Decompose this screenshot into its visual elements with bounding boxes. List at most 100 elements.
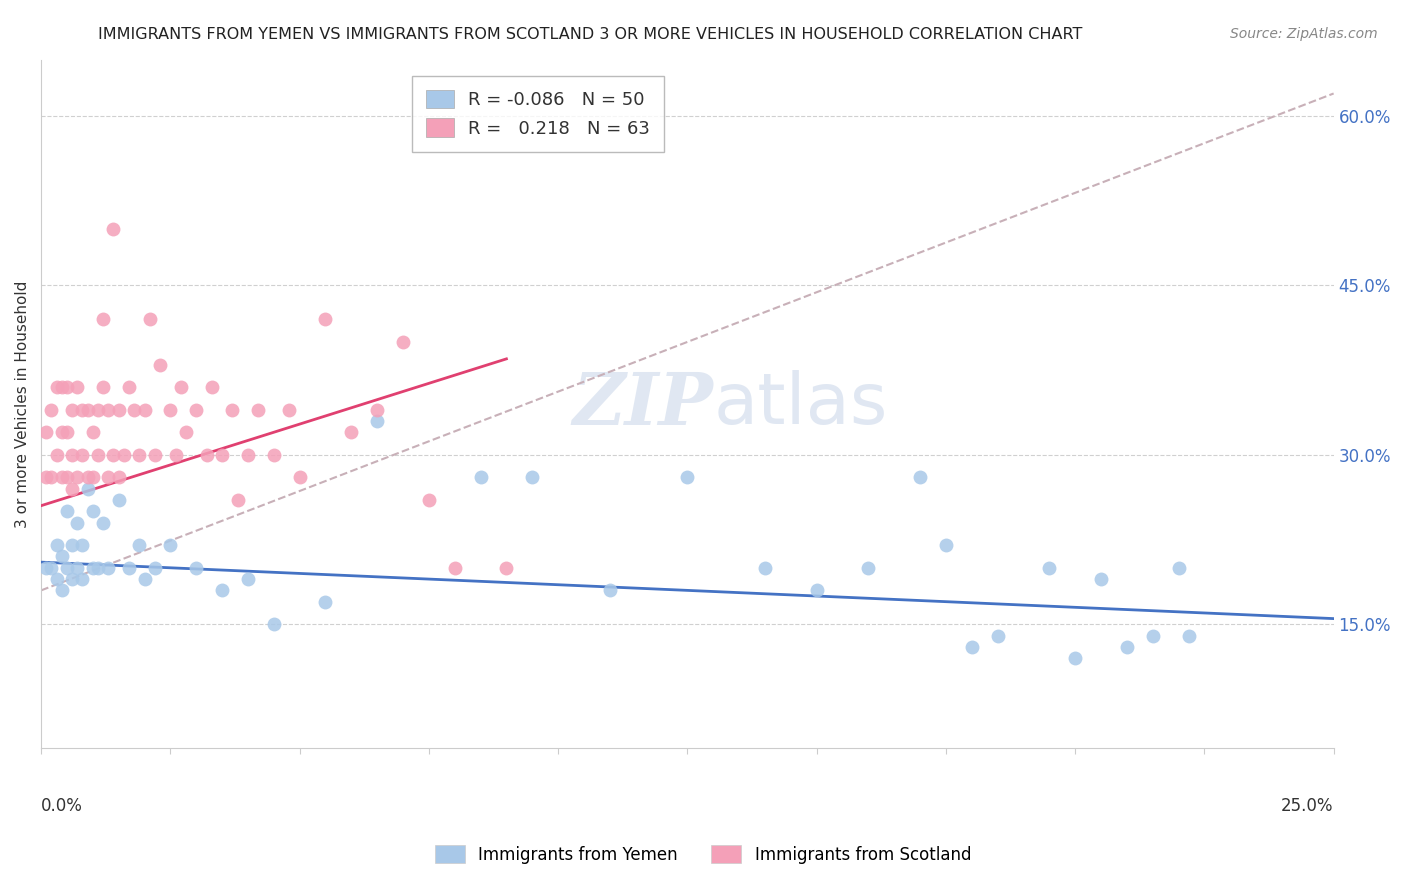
- Point: [56, 504, 79, 518]
- Text: IMMIGRANTS FROM YEMEN VS IMMIGRANTS FROM SCOTLAND 3 OR MORE VEHICLES IN HOUSEHOL: IMMIGRANTS FROM YEMEN VS IMMIGRANTS FROM…: [98, 27, 1083, 42]
- Point: [107, 493, 129, 508]
- Point: [41, 561, 63, 575]
- Point: [103, 222, 125, 236]
- Point: [278, 402, 301, 417]
- Point: [41, 402, 63, 417]
- Point: [754, 561, 776, 575]
- Point: [159, 402, 181, 417]
- Point: [107, 402, 129, 417]
- Point: [45, 538, 67, 552]
- Point: [82, 504, 104, 518]
- Point: [165, 448, 187, 462]
- Point: [522, 470, 544, 484]
- Point: [41, 470, 63, 484]
- Point: [45, 448, 67, 462]
- Point: [72, 538, 94, 552]
- Point: [143, 448, 166, 462]
- Text: 25.0%: 25.0%: [1281, 797, 1334, 814]
- Point: [908, 470, 931, 484]
- Point: [51, 549, 73, 564]
- Point: [174, 425, 197, 440]
- Text: 0.0%: 0.0%: [41, 797, 83, 814]
- Point: [51, 583, 73, 598]
- Point: [195, 448, 218, 462]
- Point: [1167, 561, 1189, 575]
- Point: [247, 402, 270, 417]
- Point: [60, 482, 83, 496]
- Y-axis label: 3 or more Vehicles in Household: 3 or more Vehicles in Household: [15, 280, 30, 528]
- Point: [60, 402, 83, 417]
- Point: [56, 470, 79, 484]
- Point: [103, 448, 125, 462]
- Point: [51, 470, 73, 484]
- Point: [960, 640, 983, 654]
- Point: [56, 561, 79, 575]
- Point: [91, 516, 114, 530]
- Point: [186, 402, 208, 417]
- Point: [138, 312, 160, 326]
- Point: [143, 561, 166, 575]
- Point: [72, 448, 94, 462]
- Point: [392, 334, 415, 349]
- Point: [288, 470, 311, 484]
- Point: [1142, 628, 1164, 642]
- Point: [1090, 572, 1112, 586]
- Point: [495, 561, 517, 575]
- Point: [87, 402, 110, 417]
- Point: [87, 561, 110, 575]
- Point: [66, 516, 89, 530]
- Point: [72, 572, 94, 586]
- Point: [97, 470, 120, 484]
- Point: [82, 470, 104, 484]
- Point: [226, 493, 249, 508]
- Point: [66, 380, 89, 394]
- Point: [211, 448, 233, 462]
- Point: [599, 583, 621, 598]
- Point: [56, 425, 79, 440]
- Point: [159, 538, 181, 552]
- Point: [418, 493, 440, 508]
- Point: [97, 402, 120, 417]
- Point: [76, 470, 98, 484]
- Point: [107, 470, 129, 484]
- Point: [82, 425, 104, 440]
- Point: [91, 380, 114, 394]
- Point: [134, 402, 156, 417]
- Point: [134, 572, 156, 586]
- Legend: Immigrants from Yemen, Immigrants from Scotland: Immigrants from Yemen, Immigrants from S…: [429, 838, 977, 871]
- Point: [221, 402, 243, 417]
- Point: [76, 482, 98, 496]
- Point: [87, 448, 110, 462]
- Point: [72, 402, 94, 417]
- Point: [340, 425, 363, 440]
- Point: [51, 425, 73, 440]
- Point: [263, 448, 285, 462]
- Text: Source: ZipAtlas.com: Source: ZipAtlas.com: [1230, 27, 1378, 41]
- Point: [1038, 561, 1060, 575]
- Point: [45, 380, 67, 394]
- Point: [236, 448, 259, 462]
- Point: [91, 312, 114, 326]
- Point: [987, 628, 1010, 642]
- Point: [45, 572, 67, 586]
- Point: [82, 561, 104, 575]
- Point: [97, 561, 120, 575]
- Point: [170, 380, 193, 394]
- Point: [149, 358, 172, 372]
- Point: [66, 470, 89, 484]
- Point: [858, 561, 880, 575]
- Point: [60, 572, 83, 586]
- Point: [263, 617, 285, 632]
- Point: [66, 561, 89, 575]
- Point: [35, 425, 58, 440]
- Point: [1115, 640, 1137, 654]
- Point: [56, 380, 79, 394]
- Point: [76, 402, 98, 417]
- Point: [676, 470, 699, 484]
- Point: [118, 380, 141, 394]
- Point: [366, 414, 388, 428]
- Legend: R = -0.086   N = 50, R =   0.218   N = 63: R = -0.086 N = 50, R = 0.218 N = 63: [412, 76, 665, 153]
- Point: [1064, 651, 1087, 665]
- Point: [201, 380, 224, 394]
- Point: [35, 470, 58, 484]
